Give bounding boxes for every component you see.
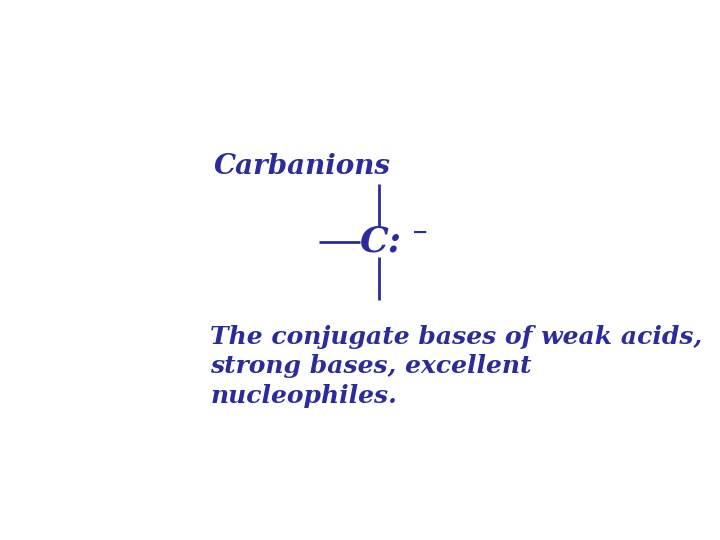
Text: C:: C: [360, 225, 402, 259]
Text: nucleophiles.: nucleophiles. [210, 383, 397, 408]
Text: −: − [412, 224, 428, 242]
Text: Carbanions: Carbanions [214, 153, 391, 180]
Text: strong bases, excellent: strong bases, excellent [210, 354, 531, 379]
Text: The conjugate bases of weak acids,: The conjugate bases of weak acids, [210, 325, 703, 349]
